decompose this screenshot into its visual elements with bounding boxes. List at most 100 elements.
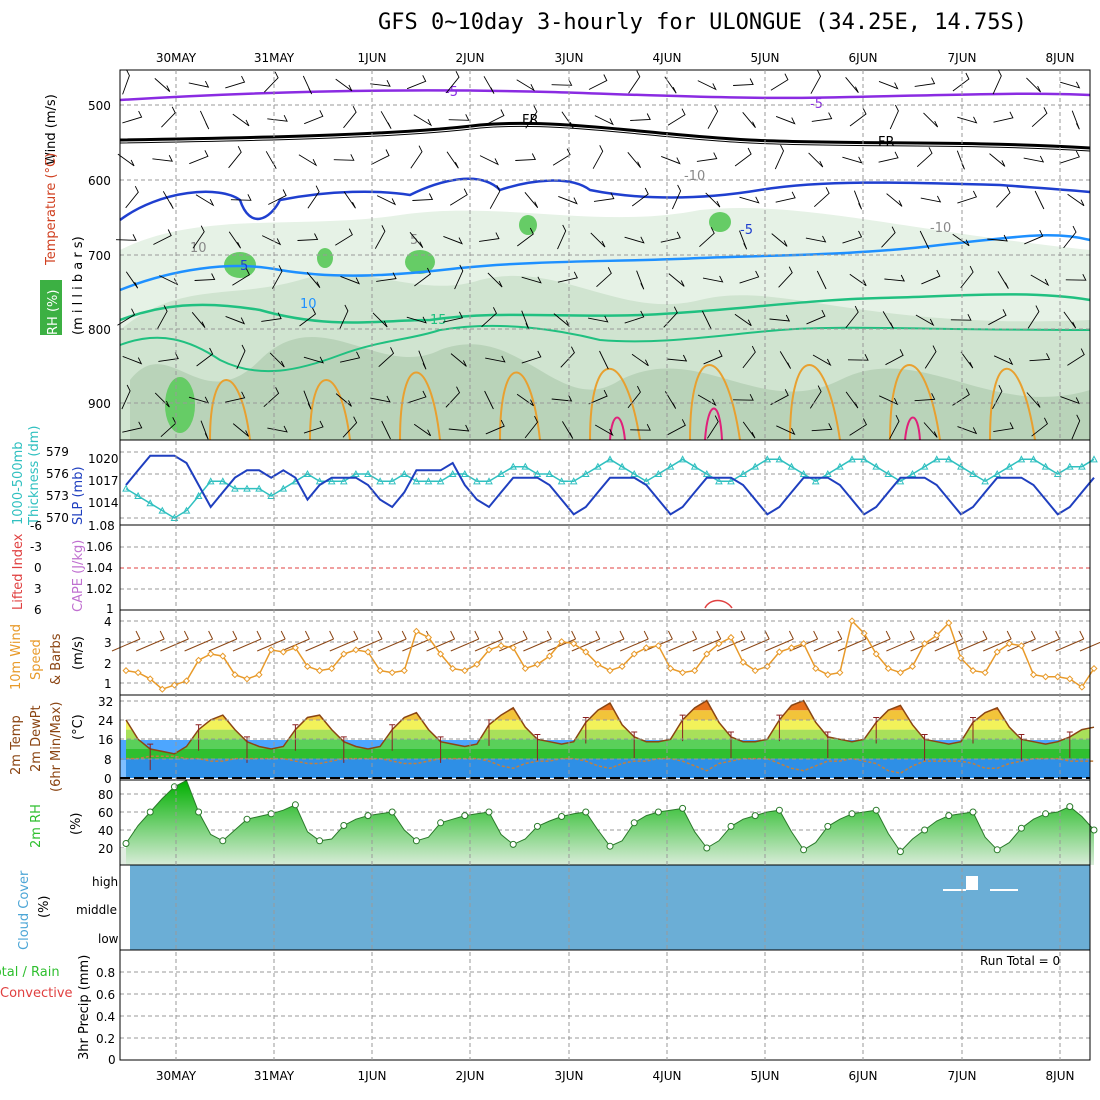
rh-point [993,846,1001,854]
wind-speed-point [775,648,783,656]
upper-barb [987,234,1008,242]
isotherm-5 [119,234,1091,292]
upper-barb [340,275,361,285]
wind-speed-point [449,664,457,673]
thickness-point [581,469,590,477]
wind-speed-point [545,652,554,660]
thickness-point [969,469,977,477]
dewpoint-line [126,755,1094,774]
upper-barb [666,354,688,362]
upper-barb [370,395,391,403]
thickness-point [775,455,784,463]
upper-barb [194,273,216,281]
upper-barb [370,79,391,87]
axis-label-wind-unit: (m/s) [71,636,86,670]
wind-barb [329,630,359,652]
wind-speed-point [884,664,892,673]
wind-barb [450,630,480,652]
upper-barb [921,269,941,285]
wind-speed-point [279,648,287,656]
rh-point [630,819,638,827]
rh-point [122,840,130,847]
wind-barb [136,630,165,652]
upper-barb [774,144,784,170]
upper-barb [521,276,542,284]
upper-barb [485,109,505,125]
upper-barb [920,195,942,203]
upper-barb [960,351,974,369]
upper-barb [957,190,978,204]
y-tick-label: 0.8 [96,966,115,980]
bottom-date-axis: 30MAY 31MAY 1JUN 2JUN 3JUN 4JUN 5JUN 6JUN 7JUN 8J… [156,1069,1075,1083]
upper-barb [889,414,900,440]
wind-speed-point [461,667,469,675]
cloud-level-label: high [92,875,118,889]
upper-barb [664,391,677,409]
wind-speed-point [993,648,1001,656]
wind-barb [257,630,286,652]
rh-point [509,840,517,848]
rh-point [1017,824,1025,832]
upper-barb [154,392,170,408]
thickness-point [630,469,639,477]
wind-speed-point [787,644,796,652]
thickness-point [618,462,626,470]
thickness-point [352,469,360,477]
upper-barb [558,195,578,205]
upper-barb [923,422,938,438]
upper-barb [1026,77,1042,93]
upper-barb [446,70,460,94]
thickness-point [811,477,820,485]
axis-label-total-rain: Total / Rain [0,965,60,980]
axis-label-wind: Wind (m/s) [44,94,59,165]
upper-barb [551,394,573,402]
upper-barb [521,350,542,364]
upper-barb [588,389,608,405]
y-tick-label: 700 [88,249,111,263]
axis-label-minmax: (6hr Min/Max) [49,702,64,792]
thickness-point [485,477,493,485]
upper-barb [1060,150,1080,164]
left-tick-label: -3 [30,540,42,554]
upper-barb [262,235,282,246]
rh-point [969,808,977,816]
upper-barb [225,75,246,89]
rh-point [582,808,590,816]
thickness-point [557,477,566,485]
upper-barb [842,230,863,244]
rh-point [1090,826,1098,834]
upper-barb [303,356,324,364]
upper-barb [162,191,174,209]
upper-barb [952,233,970,247]
upper-barb [339,304,349,330]
upper-barb [769,314,791,322]
upper-barb [919,230,930,250]
axis-label-cloud-unit: (%) [37,896,52,919]
upper-barb [881,226,896,248]
date-label-bottom: 2JUN [456,1069,485,1083]
thickness-point [436,477,445,485]
upper-barb [412,193,434,201]
upper-barb [960,265,974,289]
upper-barb [557,224,567,250]
thickness-point [218,477,227,485]
upper-barb [742,112,756,128]
y-tick-label: 3 [104,636,112,650]
date-label-top: 1JUN [358,51,387,65]
y-tick-label: 900 [88,397,111,411]
upper-barb [624,310,645,324]
upper-barb [517,227,534,247]
thickness-point [279,484,288,492]
thickness-point [545,469,554,477]
thickness-point [1090,455,1098,463]
y-tick-label: 40 [98,824,113,838]
upper-barb [122,421,143,433]
wind-speed-point [679,669,687,677]
thickness-point [848,455,856,463]
wind-speed-point [594,660,602,668]
upper-barb [188,396,210,404]
upper-barb [957,426,978,435]
top-date-axis: 30MAY 31MAY 1JUN 2JUN 3JUN 4JUN 5JUN 6JUN 7JUN 8J… [156,51,1075,65]
thickness-point [957,462,965,470]
upper-barb [808,152,824,168]
